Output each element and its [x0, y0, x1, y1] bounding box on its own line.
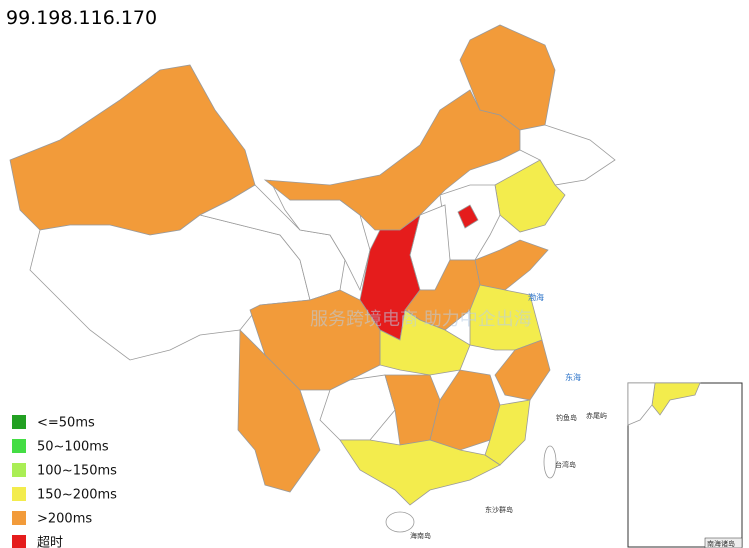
legend: <=50ms 50~100ms 100~150ms 150~200ms >200ms 超时 — [12, 415, 117, 548]
sea-label: 渤海 — [528, 292, 544, 302]
region — [237, 329, 321, 493]
inset-caption: 南海诸岛 — [707, 539, 735, 548]
watermark: 服务跨境电商 助力中企出海 — [310, 309, 532, 330]
region — [494, 159, 566, 233]
region — [319, 374, 396, 441]
map-label: 钓鱼岛 — [556, 413, 577, 422]
legend-swatch — [12, 439, 26, 453]
legend-swatch — [12, 487, 26, 501]
map-label: 赤尾屿 — [586, 411, 607, 420]
legend-label: 100~150ms — [37, 464, 117, 479]
regions — [9, 24, 616, 533]
map-label: 海南岛 — [410, 531, 431, 540]
map-label: 台湾岛 — [555, 460, 576, 469]
inset: 南海诸岛 — [627, 382, 743, 548]
region — [263, 89, 521, 231]
legend-label: 150~200ms — [37, 488, 117, 503]
region — [379, 309, 471, 376]
legend-swatch — [12, 511, 26, 525]
title: 99.198.116.170 — [6, 7, 157, 29]
region — [627, 382, 656, 426]
region — [519, 124, 616, 186]
legend-label: 超时 — [37, 536, 63, 548]
legend-swatch — [12, 463, 26, 477]
legend-label: >200ms — [37, 512, 92, 527]
region — [429, 369, 501, 451]
inset-caption-box — [704, 537, 743, 548]
region — [543, 445, 557, 479]
sea-label: 东海 — [565, 372, 581, 382]
region — [385, 511, 415, 533]
region — [457, 204, 479, 229]
legend-swatch — [12, 535, 26, 548]
map-label: 东沙群岛 — [485, 505, 513, 514]
legend-label: 50~100ms — [37, 440, 109, 455]
region — [474, 239, 549, 291]
legend-label: <=50ms — [37, 416, 95, 431]
region — [339, 439, 501, 506]
legend-swatch — [12, 415, 26, 429]
